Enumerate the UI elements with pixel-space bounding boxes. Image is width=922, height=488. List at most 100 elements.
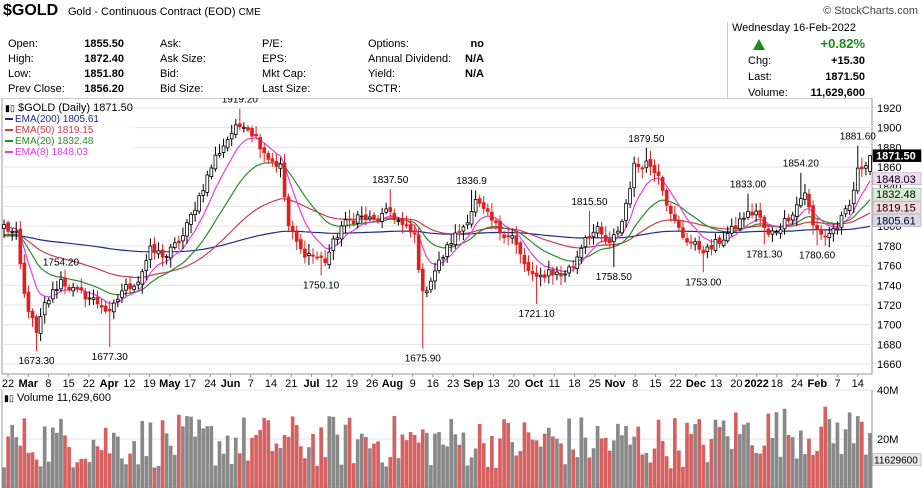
candle bbox=[168, 243, 173, 268]
candle bbox=[725, 226, 730, 244]
tag-bg bbox=[872, 172, 922, 186]
candle-body bbox=[640, 167, 645, 170]
volume-bar bbox=[766, 413, 771, 488]
candle-body bbox=[534, 272, 539, 277]
volume-bar bbox=[709, 439, 714, 488]
candle bbox=[644, 147, 649, 173]
candle bbox=[50, 281, 55, 303]
volume-label: Volume: bbox=[748, 87, 788, 99]
volume-bar bbox=[437, 432, 441, 488]
candle-body bbox=[319, 255, 323, 258]
candle bbox=[770, 227, 775, 242]
volume-bar bbox=[400, 434, 405, 488]
candle-body bbox=[144, 260, 149, 271]
volume-bar bbox=[278, 448, 283, 488]
volume-bar bbox=[376, 441, 380, 488]
volume-bar bbox=[290, 416, 295, 488]
x-tick-label: 15 bbox=[63, 378, 75, 390]
x-tick-label: 19 bbox=[144, 378, 156, 390]
candle bbox=[766, 226, 771, 237]
volume-bar bbox=[351, 463, 356, 488]
quote-label: EPS: bbox=[262, 53, 288, 65]
candle bbox=[689, 234, 693, 250]
candle bbox=[709, 239, 714, 256]
candle-body bbox=[498, 220, 502, 234]
quote-label: Ask Size: bbox=[160, 53, 206, 65]
volume-bar bbox=[815, 450, 819, 488]
candle-body bbox=[681, 227, 685, 238]
candle-body bbox=[738, 218, 742, 230]
candle-body bbox=[599, 226, 604, 235]
price-annotation: 1833.00 bbox=[730, 180, 767, 191]
candle-body bbox=[205, 174, 210, 193]
candle-body bbox=[579, 247, 584, 258]
volume-bar bbox=[811, 454, 815, 488]
volume-bar bbox=[465, 465, 470, 488]
quote-label: High: bbox=[8, 53, 34, 65]
candle-body bbox=[262, 147, 267, 154]
quote-label: SCTR: bbox=[368, 83, 401, 95]
volume-bar bbox=[343, 424, 348, 488]
candle-body bbox=[546, 269, 551, 277]
candle bbox=[67, 284, 71, 293]
quote-label: Low: bbox=[8, 68, 32, 80]
candle bbox=[855, 145, 860, 194]
candle bbox=[555, 266, 559, 281]
volume-bar bbox=[50, 427, 55, 488]
candle-body bbox=[229, 132, 234, 140]
y-tick-label: 1900 bbox=[877, 123, 901, 135]
candle bbox=[815, 218, 819, 246]
candle-body bbox=[490, 211, 494, 221]
candle-body bbox=[266, 153, 271, 160]
candle bbox=[461, 224, 466, 241]
chg-label: Chg: bbox=[748, 55, 772, 67]
candle-body bbox=[164, 255, 169, 258]
candle bbox=[294, 225, 299, 250]
quote-label: Bid: bbox=[160, 68, 179, 80]
volume-bar bbox=[67, 446, 71, 488]
volume-bar bbox=[323, 457, 328, 488]
candle bbox=[514, 226, 519, 254]
volume-bar bbox=[298, 446, 303, 488]
quote-value: N/A bbox=[465, 53, 484, 65]
x-tick-label: Oct bbox=[525, 378, 544, 390]
last-value: 1871.50 bbox=[825, 71, 865, 83]
last-value-tag: 1871.50 bbox=[872, 149, 922, 163]
candle-body bbox=[50, 289, 55, 300]
price-annotation: 1780.60 bbox=[799, 250, 836, 261]
candle bbox=[490, 202, 494, 228]
candle bbox=[270, 152, 275, 167]
candle bbox=[177, 235, 181, 250]
candle bbox=[445, 241, 449, 263]
candle-body bbox=[758, 210, 763, 218]
candle bbox=[2, 219, 6, 238]
x-tick-label: 17 bbox=[184, 378, 196, 390]
volume-bar bbox=[327, 416, 332, 488]
candle bbox=[485, 203, 490, 216]
x-tick-label: 21 bbox=[285, 378, 297, 390]
candle bbox=[494, 218, 498, 230]
volume-bar bbox=[652, 448, 657, 488]
candle-body bbox=[282, 162, 287, 198]
volume-bar bbox=[522, 422, 527, 488]
candle bbox=[632, 156, 636, 198]
price-annotation: 1881.60 bbox=[840, 132, 877, 143]
candle-body bbox=[254, 133, 258, 137]
volume-bar bbox=[63, 435, 67, 488]
candle-body bbox=[847, 204, 852, 211]
candle-body bbox=[725, 233, 730, 242]
volume-bar bbox=[851, 443, 856, 488]
quote-value: 1856.20 bbox=[84, 83, 124, 95]
volume-bar bbox=[339, 464, 344, 488]
candle bbox=[624, 199, 628, 228]
candle bbox=[14, 221, 19, 240]
candle-body bbox=[400, 218, 405, 225]
candle bbox=[433, 262, 437, 290]
candle bbox=[616, 226, 620, 238]
candle-body bbox=[221, 145, 226, 153]
candle bbox=[506, 226, 510, 246]
price-annotation: 1750.10 bbox=[303, 280, 340, 291]
candle bbox=[359, 206, 364, 223]
candle-body bbox=[583, 237, 588, 248]
volume-bar bbox=[843, 429, 848, 488]
